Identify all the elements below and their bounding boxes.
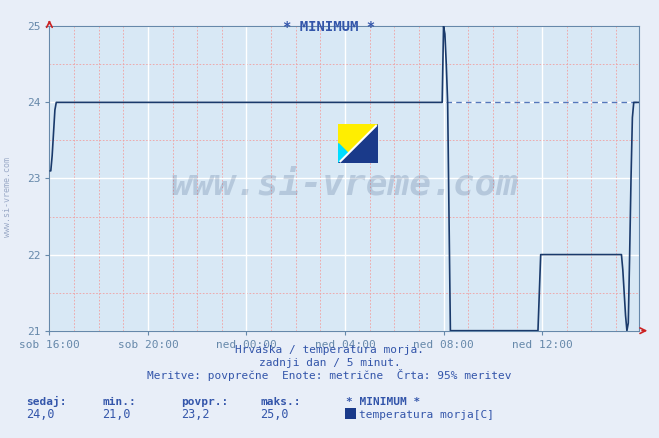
Text: www.si-vreme.com: www.si-vreme.com: [170, 168, 519, 201]
Text: * MINIMUM *: * MINIMUM *: [283, 20, 376, 34]
Text: temperatura morja[C]: temperatura morja[C]: [359, 410, 494, 420]
Text: maks.:: maks.:: [260, 397, 301, 407]
Text: 23,2: 23,2: [181, 408, 210, 421]
Text: min.:: min.:: [102, 397, 136, 407]
Polygon shape: [339, 144, 358, 163]
Polygon shape: [339, 124, 378, 163]
Text: Meritve: povprečne  Enote: metrične  Črta: 95% meritev: Meritve: povprečne Enote: metrične Črta:…: [147, 369, 512, 381]
Text: * MINIMUM *: * MINIMUM *: [346, 397, 420, 407]
Text: povpr.:: povpr.:: [181, 397, 229, 407]
Text: sedaj:: sedaj:: [26, 396, 67, 407]
Text: www.si-vreme.com: www.si-vreme.com: [3, 157, 13, 237]
Text: 24,0: 24,0: [26, 408, 55, 421]
Polygon shape: [339, 124, 378, 163]
Text: Hrvaška / temperatura morja.: Hrvaška / temperatura morja.: [235, 344, 424, 355]
Text: 25,0: 25,0: [260, 408, 289, 421]
Text: 21,0: 21,0: [102, 408, 130, 421]
Text: zadnji dan / 5 minut.: zadnji dan / 5 minut.: [258, 358, 401, 368]
